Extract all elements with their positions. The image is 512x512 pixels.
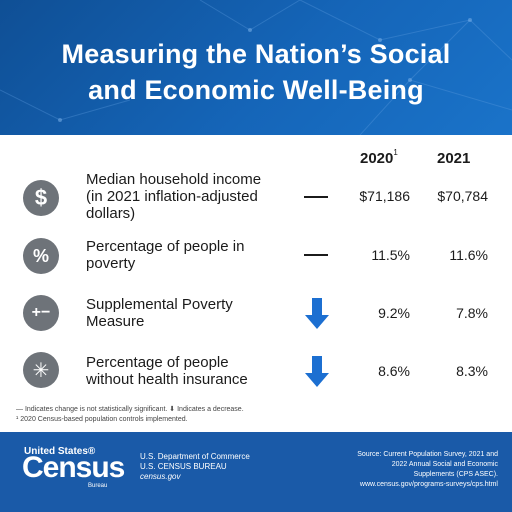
value-2020-health-insurance: 8.6% xyxy=(378,363,410,379)
value-2020-spm: 9.2% xyxy=(378,305,410,321)
no-change-dash-icon xyxy=(304,254,328,256)
value-2021-poverty: 11.6% xyxy=(449,247,488,263)
logo-census: Census xyxy=(22,451,125,484)
footnote-marker: 1 xyxy=(393,148,398,157)
column-header-2020: 20201 xyxy=(360,148,398,167)
logo-bureau: Bureau xyxy=(88,483,108,489)
footnote-line-2: ¹ 2020 Census-based population controls … xyxy=(16,416,188,423)
footnote: — Indicates change is not statistically … xyxy=(16,405,316,425)
dollar-icon: $ xyxy=(23,180,59,216)
value-2021-median-income: $70,784 xyxy=(437,188,488,204)
row-label-health-insurance: Percentage of people without health insu… xyxy=(86,354,248,388)
footer: United States® Census Bureau U.S. Depart… xyxy=(0,432,512,512)
source-link[interactable]: www.census.gov/programs-surveys/cps.html xyxy=(359,481,498,488)
value-2020-median-income: $71,186 xyxy=(359,188,410,204)
value-2021-health-insurance: 8.3% xyxy=(456,363,488,379)
decrease-arrow-icon xyxy=(305,298,329,329)
no-change-dash-icon xyxy=(304,196,328,198)
value-2021-spm: 7.8% xyxy=(456,305,488,321)
page-title: Measuring the Nation’s Social and Econom… xyxy=(0,36,512,108)
row-label-spm: Supplemental Poverty Measure xyxy=(86,296,233,330)
census-gov-link[interactable]: census.gov xyxy=(140,472,181,481)
title-line-1: Measuring the Nation’s Social xyxy=(61,39,451,69)
decrease-arrow-icon xyxy=(305,356,329,387)
department-info: U.S. Department of Commerce U.S. CENSUS … xyxy=(140,452,250,481)
medical-icon: ✳ xyxy=(23,352,59,388)
row-label-median-income: Median household income (in 2021 inflati… xyxy=(86,171,262,222)
network-pattern-decoration xyxy=(0,0,512,135)
plus-minus-icon: +− xyxy=(23,295,59,331)
column-header-year: 2021 xyxy=(437,150,471,167)
logo-united-states: United States® xyxy=(24,446,96,457)
value-2020-poverty: 11.5% xyxy=(371,247,410,263)
column-header-year: 2020 xyxy=(360,150,394,167)
row-label-poverty: Percentage of people in poverty xyxy=(86,238,245,272)
header-banner: Measuring the Nation’s Social and Econom… xyxy=(0,0,512,135)
source-note: Source: Current Population Survey, 2021 … xyxy=(308,450,498,490)
title-line-2: and Economic Well-Being xyxy=(88,75,424,105)
percent-icon: % xyxy=(23,238,59,274)
column-header-2021: 2021 xyxy=(437,150,470,167)
footnote-line-1: — Indicates change is not statistically … xyxy=(16,406,244,413)
